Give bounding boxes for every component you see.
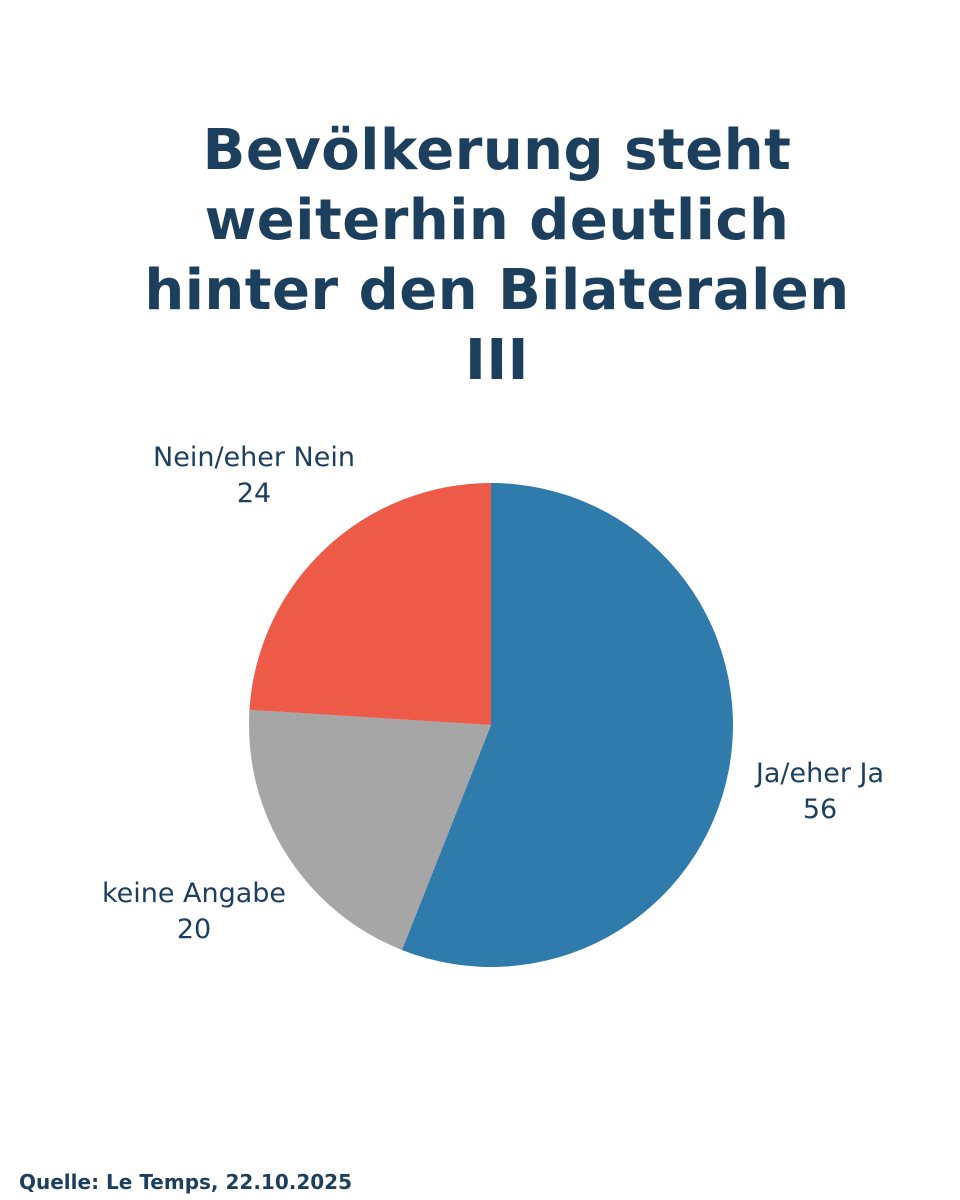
- source-note: Quelle: Le Temps, 22.10.2025: [19, 1170, 353, 1194]
- slice-label-name: keine Angabe: [102, 878, 286, 909]
- pie-slice-nein-eher-nein: [249, 483, 491, 725]
- slice-label-name: Nein/eher Nein: [153, 442, 355, 473]
- pie-labels: Ja/eher Ja 56 keine Angabe 20 Nein/eher Nein…: [102, 442, 884, 945]
- slice-label-name: Ja/eher Ja: [754, 758, 884, 789]
- slice-label-value: 56: [803, 794, 837, 825]
- pie-slices: [249, 483, 733, 968]
- slice-label-value: 24: [237, 478, 271, 509]
- pie-slice-ja-eher-ja: [401, 483, 733, 968]
- slice-label-value: 20: [177, 914, 211, 945]
- pie-slice-keine-angabe: [249, 709, 491, 951]
- chart-title: Bevölkerung steht weiterhin deutlich hin…: [144, 118, 850, 393]
